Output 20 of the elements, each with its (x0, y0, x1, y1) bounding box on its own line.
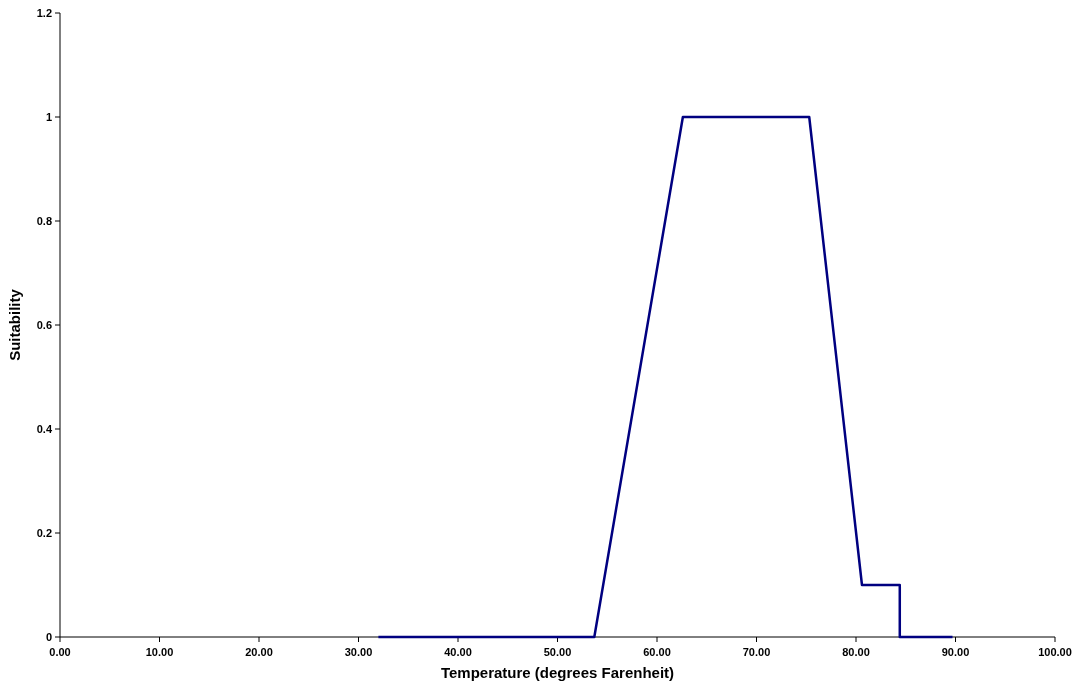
x-tick-label: 100.00 (1038, 646, 1072, 658)
x-tick-label: 90.00 (941, 646, 970, 658)
y-tick-label: 1 (45, 110, 52, 123)
x-tick-label: 0.00 (49, 646, 71, 658)
x-tick-label: 20.00 (245, 646, 273, 658)
x-tick-label: 80.00 (842, 646, 870, 658)
x-tick-label: 70.00 (742, 646, 771, 658)
x-tick-label: 30.00 (344, 646, 373, 658)
y-tick-label: 1.2 (36, 6, 52, 19)
x-axis-title: Temperature (degrees Farenheit) (440, 664, 675, 681)
x-tick-label: 50.00 (543, 646, 572, 658)
y-tick-label: 0.8 (36, 214, 52, 227)
y-tick-label: 0.2 (36, 526, 52, 539)
y-tick-label: 0.6 (36, 318, 52, 331)
x-tick-label: 10.00 (145, 646, 174, 658)
y-axis-title: Suitability (6, 288, 23, 361)
y-tick-label: 0.4 (36, 422, 53, 435)
y-tick-label: 0 (45, 630, 52, 643)
x-tick-label: 40.00 (444, 646, 472, 658)
x-tick-label: 60.00 (643, 646, 671, 658)
